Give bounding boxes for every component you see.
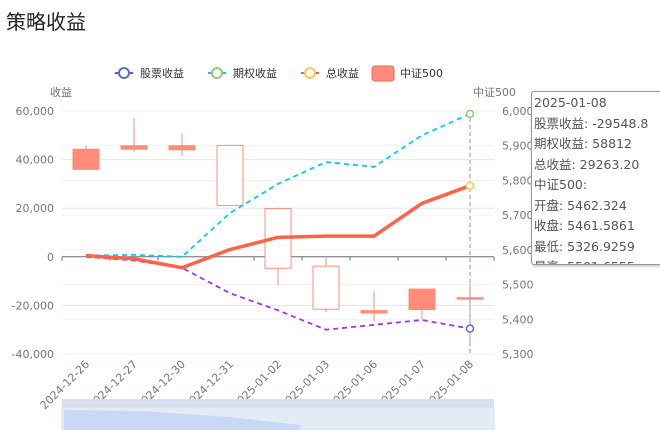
candle-body (72, 148, 100, 170)
tooltip: 2025-01-08 股票收益: -29548.8 期权收益: 58812 总收… (531, 91, 660, 265)
left-tick-label: 60,000 (16, 105, 55, 118)
tooltip-line: 总收益: 29263.20 (534, 156, 640, 172)
legend-icon (211, 67, 223, 79)
tooltip-line: 中证500: (534, 177, 588, 192)
legend-label: 期权收益 (233, 66, 277, 80)
datazoom-preview (64, 410, 300, 430)
tooltip-line: 收盘: 5461.5861 (534, 218, 635, 233)
left-tick-label: -20,000 (12, 299, 54, 312)
right-tick-label: 5,800 (502, 174, 534, 187)
candle-body (216, 144, 244, 206)
right-axis-label: 中证500 (473, 86, 516, 99)
right-tick-label: 6,000 (502, 105, 534, 118)
legend-label: 中证500 (400, 67, 443, 80)
series-line (85, 184, 471, 270)
right-tick-label: 5,700 (502, 209, 534, 222)
right-tick-label: 5,300 (502, 348, 534, 361)
tooltip-date: 2025-01-08 (534, 95, 607, 110)
datazoom-bar (62, 399, 494, 407)
left-tick-label: 40,000 (16, 154, 55, 167)
left-tick-label: 20,000 (16, 202, 55, 215)
page-title: 策略收益 (6, 10, 86, 34)
candle-body (360, 310, 388, 314)
series-point (465, 324, 475, 333)
candle-body (120, 145, 148, 150)
candle-body (312, 265, 340, 310)
left-tick-label: 0 (47, 251, 54, 264)
left-axis-label: 收益 (50, 85, 72, 99)
candle-body (456, 297, 484, 300)
tooltip-line: 股票收益: -29548.8 (534, 115, 649, 131)
series-point (465, 181, 475, 190)
series-point (465, 109, 475, 119)
right-tick-label: 5,500 (502, 279, 534, 292)
legend-icon (304, 67, 316, 79)
tooltip-line: 最低: 5326.9259 (534, 238, 635, 254)
tooltip-line: 开盘: 5462.324 (534, 197, 627, 213)
legend-label: 股票收益 (140, 66, 184, 80)
right-tick-label: 5,600 (502, 244, 534, 257)
tooltip-line: 最高: 5501.6555 (534, 257, 660, 264)
right-tick-label: 5,400 (502, 313, 534, 326)
legend-label: 总收益 (326, 66, 359, 80)
series-line (85, 113, 471, 258)
legend-icon (118, 67, 130, 79)
candle-body (408, 288, 436, 311)
candle-body (168, 145, 196, 151)
right-tick-label: 5,900 (502, 140, 534, 153)
left-tick-label: -40,000 (12, 348, 54, 361)
tooltip-line: 期权收益: 58812 (534, 136, 632, 151)
legend-icon (371, 65, 395, 82)
